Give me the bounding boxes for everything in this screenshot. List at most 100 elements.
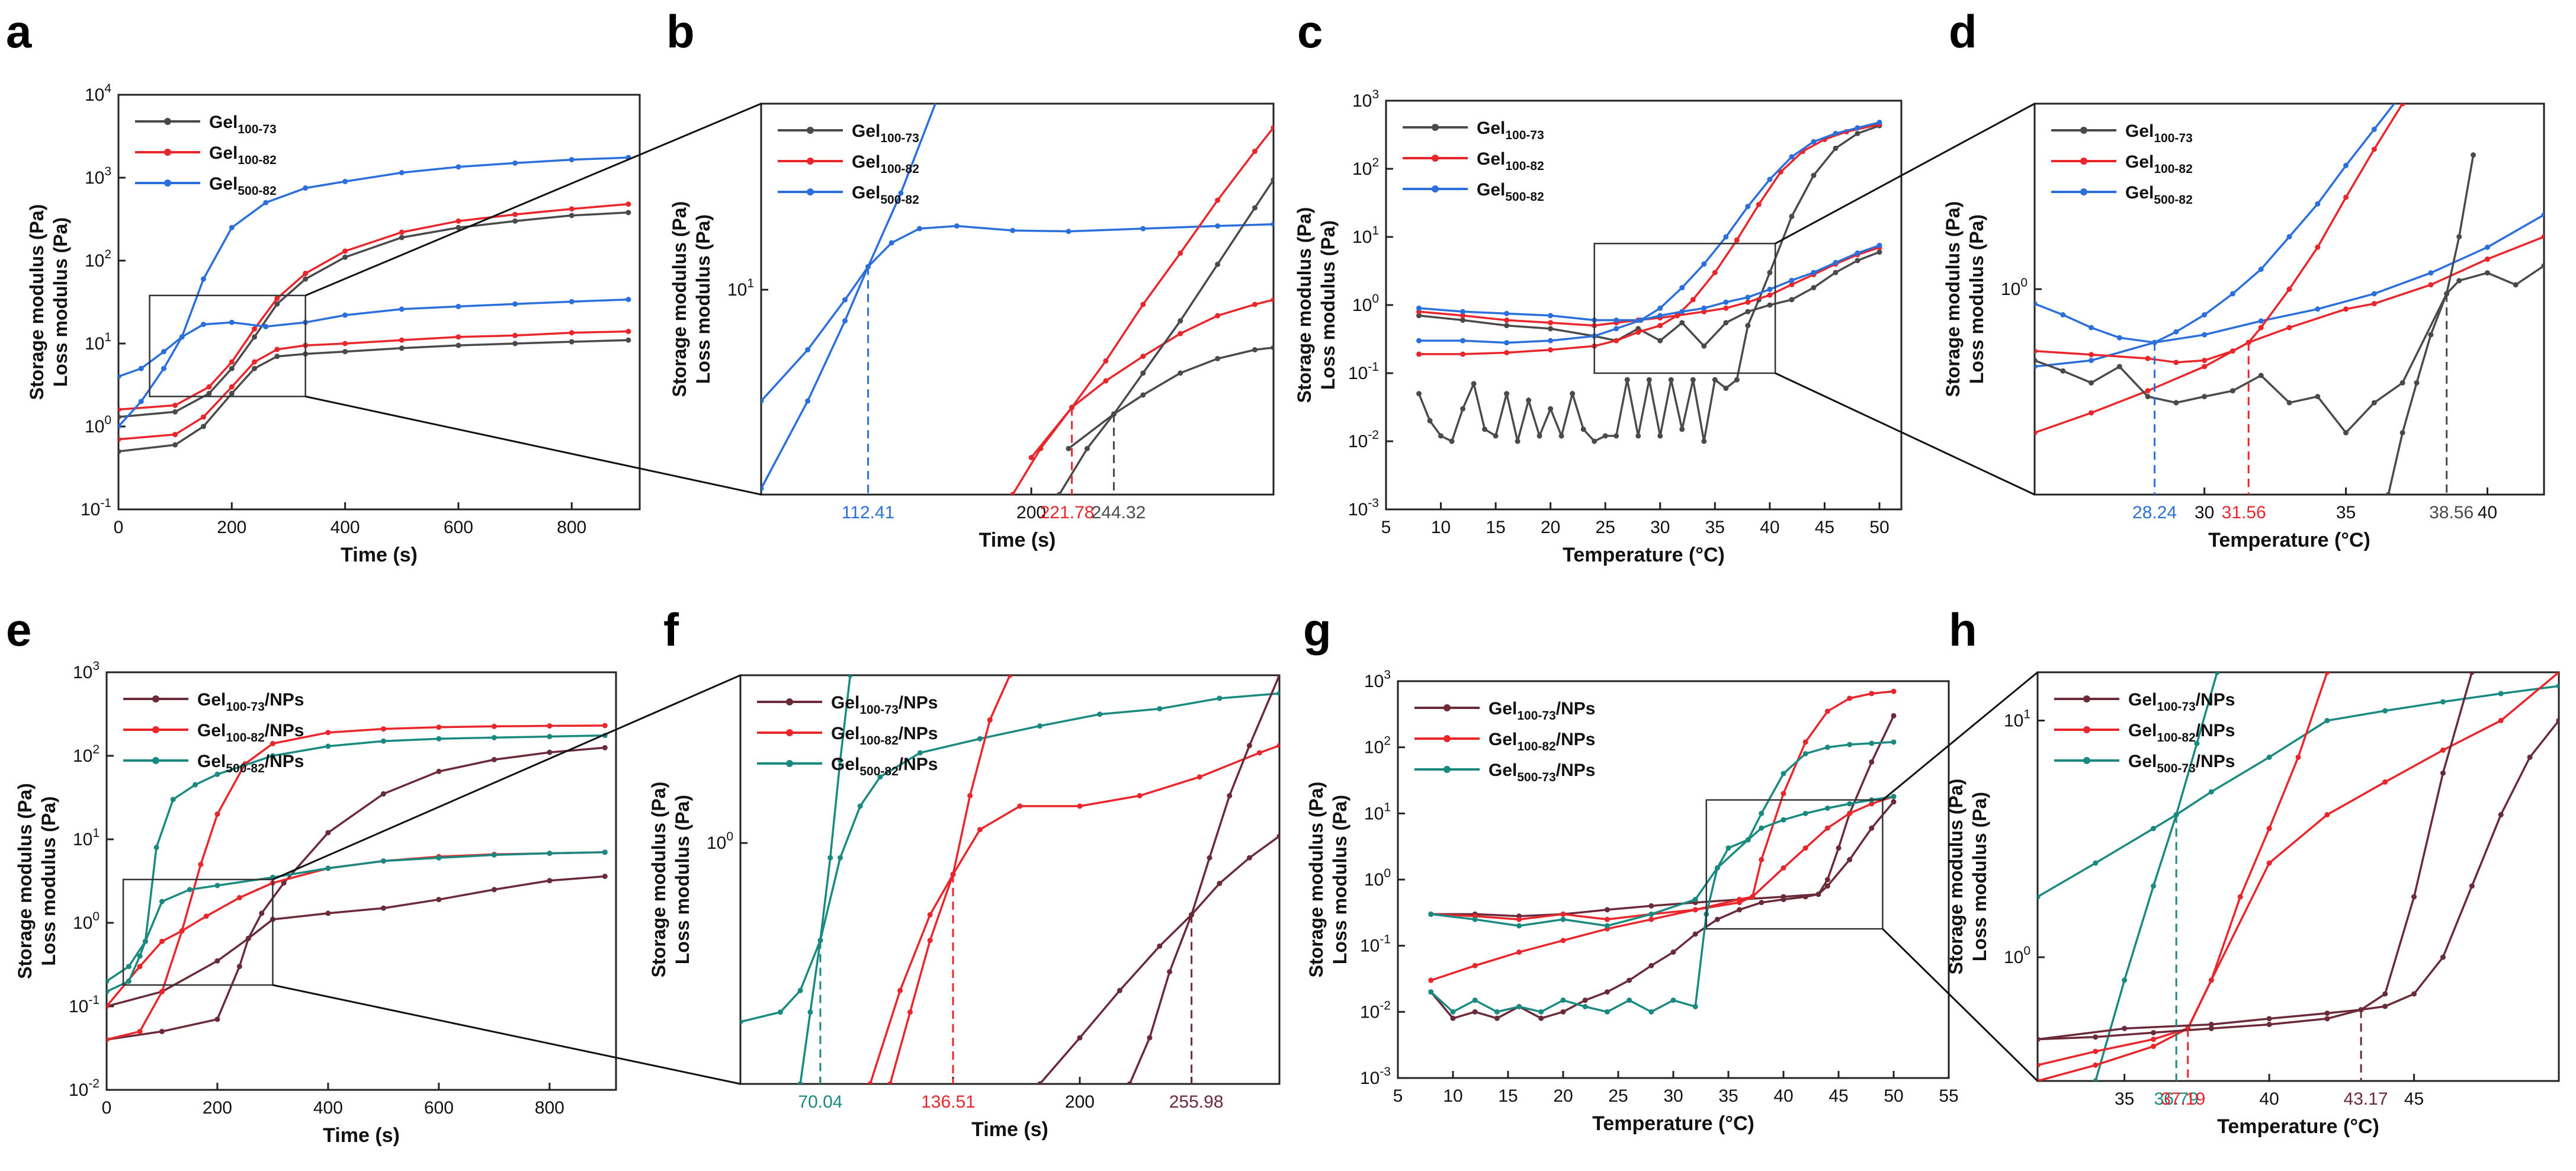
data-point: [2035, 348, 2038, 354]
data-point: [107, 1003, 110, 1009]
data-point: [1271, 124, 1273, 130]
data-point: [1416, 313, 1422, 319]
data-point: [2173, 360, 2179, 365]
y-tick-label: 10-3: [1348, 496, 1379, 519]
data-point: [625, 297, 631, 303]
y-axis-label-group: Storage modulus (Pa) Loss modulus (Pa): [1945, 779, 1990, 975]
data-point: [1712, 270, 1718, 275]
data-point: [2266, 860, 2272, 866]
data-point: [1482, 426, 1488, 432]
data-point: [569, 299, 575, 304]
data-point: [1847, 856, 1853, 862]
y-tick-label: 100: [2004, 944, 2030, 967]
data-point: [2151, 826, 2157, 832]
data-point: [1767, 270, 1773, 275]
crossover-label: 37.19: [2161, 1089, 2205, 1109]
x-axis-label: Temperature (°C): [1592, 1112, 1754, 1135]
data-point: [1737, 907, 1743, 913]
data-point: [1103, 378, 1109, 384]
data-point: [2116, 364, 2122, 370]
data-point: [1504, 310, 1510, 316]
data-point: [1674, 313, 1680, 319]
data-point: [203, 913, 209, 919]
data-point: [1127, 1081, 1133, 1084]
crossover-label: 28.24: [2132, 503, 2177, 522]
data-point: [935, 94, 941, 99]
plot-frame: [2033, 102, 2545, 496]
data-point: [303, 276, 309, 282]
data-point: [1217, 695, 1223, 701]
series-line: [1419, 251, 1880, 348]
data-point: [1056, 492, 1062, 495]
data-point: [1472, 1009, 1478, 1015]
legend-swatch-marker: [164, 118, 171, 125]
y-tick-label: 100: [73, 910, 100, 933]
data-point: [2286, 325, 2292, 331]
data-point: [1560, 938, 1566, 944]
data-point: [179, 928, 185, 934]
data-point: [977, 827, 983, 833]
data-point: [1876, 249, 1882, 255]
data-point: [2315, 201, 2321, 207]
data-point: [2060, 368, 2066, 374]
data-point: [1624, 377, 1630, 383]
data-point: [1548, 326, 1554, 332]
data-point: [2151, 1044, 2157, 1050]
x-tick-label: 200: [203, 1098, 232, 1118]
data-point: [1759, 825, 1765, 831]
data-point: [1714, 916, 1720, 922]
data-point: [2382, 991, 2388, 997]
data-point: [214, 958, 220, 964]
legend-swatch-marker: [152, 757, 159, 764]
data-point: [2194, 740, 2200, 746]
panel-label: h: [1949, 604, 1977, 656]
data-point: [1824, 825, 1830, 831]
legend-swatch-marker: [1432, 124, 1439, 131]
data-point: [838, 855, 843, 861]
data-point: [2343, 306, 2349, 312]
data-point: [1538, 1015, 1544, 1021]
data-point: [1891, 799, 1897, 805]
data-point: [1657, 305, 1663, 311]
data-point: [325, 910, 331, 916]
data-point: [857, 803, 863, 809]
data-point: [547, 851, 553, 856]
data-point: [1781, 817, 1786, 823]
y-tick-label: 10-1: [1348, 360, 1379, 383]
data-point: [2440, 954, 2446, 960]
data-point: [877, 774, 883, 780]
data-point: [569, 206, 575, 212]
data-point: [436, 897, 442, 903]
data-point: [1847, 742, 1853, 747]
data-point: [1679, 309, 1685, 315]
data-point: [491, 852, 497, 858]
data-point: [380, 905, 386, 911]
legend: Gel100-73/NPs Gel100-82/NPs Gel500-73/NPs: [2054, 690, 2235, 775]
data-point: [399, 235, 405, 240]
data-point: [1157, 943, 1163, 949]
data-point: [1824, 883, 1830, 889]
data-point: [1789, 213, 1795, 219]
data-point: [2202, 364, 2208, 370]
data-point: [1560, 1009, 1566, 1015]
data-point: [2266, 826, 2272, 832]
data-point: [602, 723, 608, 729]
data-point: [2556, 683, 2559, 689]
data-point: [1416, 351, 1422, 357]
x-axis-label: Time (s): [979, 529, 1056, 551]
y-axis-label-loss: Loss modulus (Pa): [1966, 214, 1987, 384]
y-tick-label: 10-2: [1348, 428, 1379, 451]
data-point: [436, 855, 442, 861]
x-tick-label: 35: [2336, 503, 2356, 522]
panel-d: d 100 30 35 40 Temperature (°C) Storage modulu…: [1942, 5, 2545, 551]
data-point: [1516, 916, 1522, 922]
series-line: [2094, 672, 2218, 1081]
crossover-label: 112.41: [842, 503, 895, 522]
crossover-label: 36.79: [2154, 1089, 2199, 1109]
data-point: [2093, 1034, 2099, 1040]
legend-label: Gel100-73: [2125, 121, 2193, 145]
data-point: [1117, 987, 1122, 993]
y-axis-label-storage: Storage modulus (Pa): [26, 204, 47, 400]
legend-swatch-marker: [1443, 704, 1451, 711]
data-point: [2315, 244, 2321, 250]
